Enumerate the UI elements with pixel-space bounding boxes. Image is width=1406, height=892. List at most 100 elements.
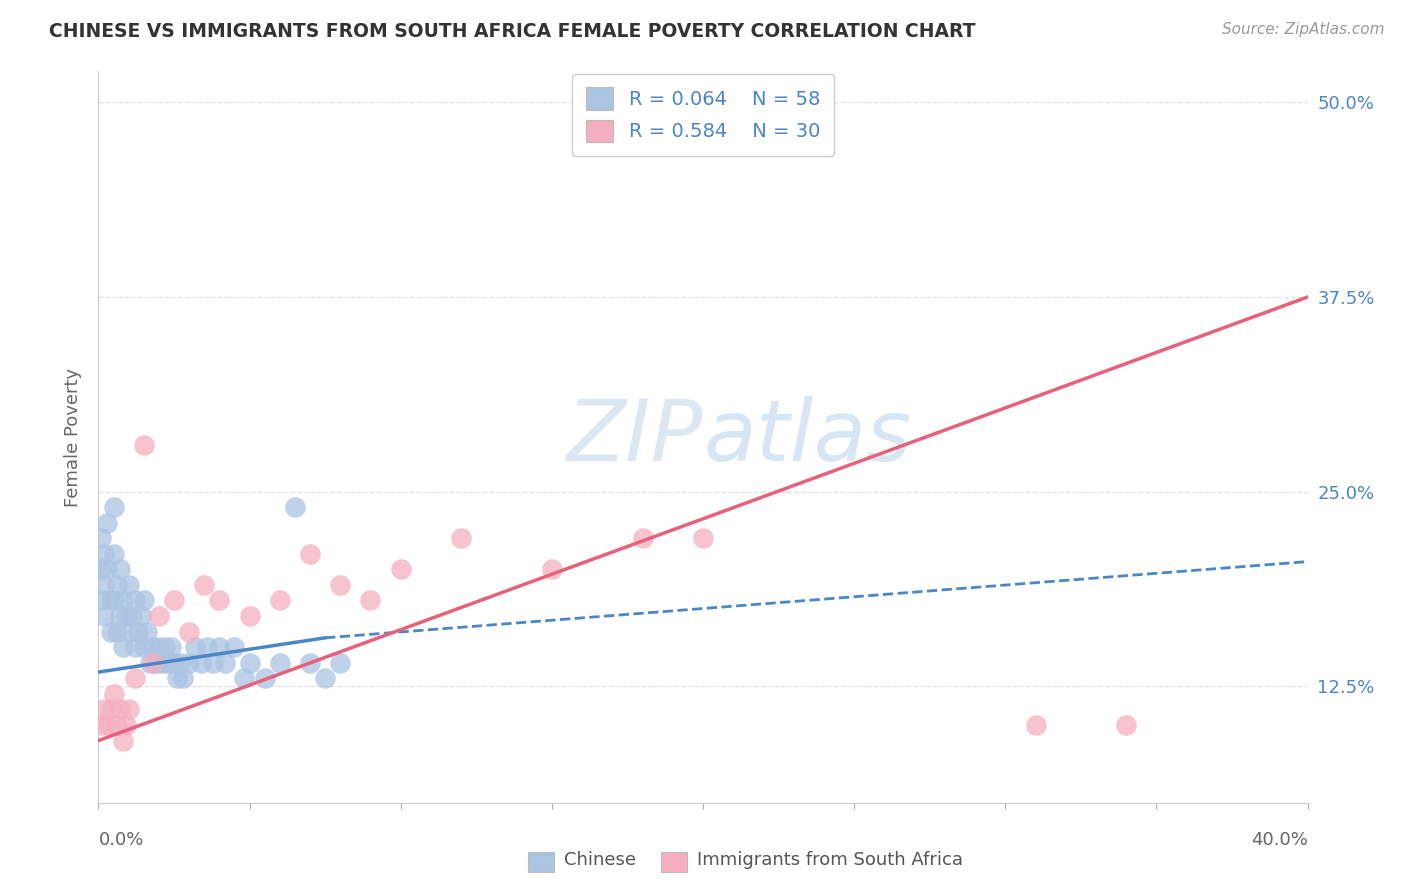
Point [299,656,322,670]
Point [108,609,131,624]
Point [90,593,112,607]
Point [132,640,155,655]
Legend: R = 0.064    N = 58, R = 0.584    N = 30: R = 0.064 N = 58, R = 0.584 N = 30 [572,74,834,155]
Point [108,702,131,716]
Point [103,593,125,607]
Point [190,656,212,670]
Point [93,547,115,561]
Point [100,702,122,716]
Point [114,718,136,732]
Point [105,578,128,592]
Point [142,656,165,670]
Point [132,593,155,607]
Point [114,609,136,624]
Point [111,733,134,747]
Point [90,562,112,576]
Text: 0.0%: 0.0% [98,830,143,849]
Point [118,624,141,639]
Point [121,609,143,624]
Point [139,656,162,670]
Point [184,640,207,655]
Point [208,593,231,607]
Point [239,656,262,670]
Point [108,562,131,576]
Text: ZIP: ZIP [567,395,703,479]
Point [202,656,225,670]
Point [631,531,654,545]
Point [166,671,188,685]
Point [195,640,218,655]
Point [360,593,382,607]
Point [540,562,562,576]
Bar [661,852,688,872]
Text: atlas: atlas [703,395,911,479]
Point [450,531,472,545]
Point [96,516,118,530]
Point [105,624,128,639]
Text: 40.0%: 40.0% [1251,830,1308,849]
Point [214,656,236,670]
Point [208,640,231,655]
Point [193,578,215,592]
Text: Source: ZipAtlas.com: Source: ZipAtlas.com [1222,22,1385,37]
Point [148,609,170,624]
Point [103,500,125,515]
Point [692,531,714,545]
Point [111,640,134,655]
Point [118,702,141,716]
Point [90,531,112,545]
Point [93,702,115,716]
Text: Chinese: Chinese [564,851,636,869]
Point [179,624,201,639]
Point [172,671,194,685]
Text: Immigrants from South Africa: Immigrants from South Africa [697,851,963,869]
Point [224,640,246,655]
Text: CHINESE VS IMMIGRANTS FROM SOUTH AFRICA FEMALE POVERTY CORRELATION CHART: CHINESE VS IMMIGRANTS FROM SOUTH AFRICA … [49,22,976,41]
Point [96,718,118,732]
Point [129,609,152,624]
Point [314,671,336,685]
Point [148,640,170,655]
Point [150,656,173,670]
Point [329,656,352,670]
Point [179,656,201,670]
Point [284,500,307,515]
Point [124,593,146,607]
Point [253,671,276,685]
Point [96,562,118,576]
Point [163,656,186,670]
Point [118,578,141,592]
Point [1024,718,1046,732]
Point [127,624,149,639]
Point [90,718,112,732]
Point [1115,718,1137,732]
Point [103,687,125,701]
Bar [527,852,554,872]
Point [124,640,146,655]
Point [160,640,183,655]
Point [93,609,115,624]
Point [100,593,122,607]
Point [93,578,115,592]
Point [153,640,176,655]
Point [111,593,134,607]
Point [105,718,128,732]
Point [269,593,291,607]
Point [239,609,262,624]
Point [269,656,291,670]
Point [299,547,322,561]
Point [145,656,167,670]
Point [103,547,125,561]
Point [169,656,191,670]
Point [135,624,157,639]
Point [329,578,352,592]
Point [389,562,412,576]
Point [163,593,186,607]
Point [142,640,165,655]
Y-axis label: Female Poverty: Female Poverty [65,368,83,507]
Point [124,671,146,685]
Point [132,438,155,452]
Point [100,624,122,639]
Point [156,656,179,670]
Point [232,671,254,685]
